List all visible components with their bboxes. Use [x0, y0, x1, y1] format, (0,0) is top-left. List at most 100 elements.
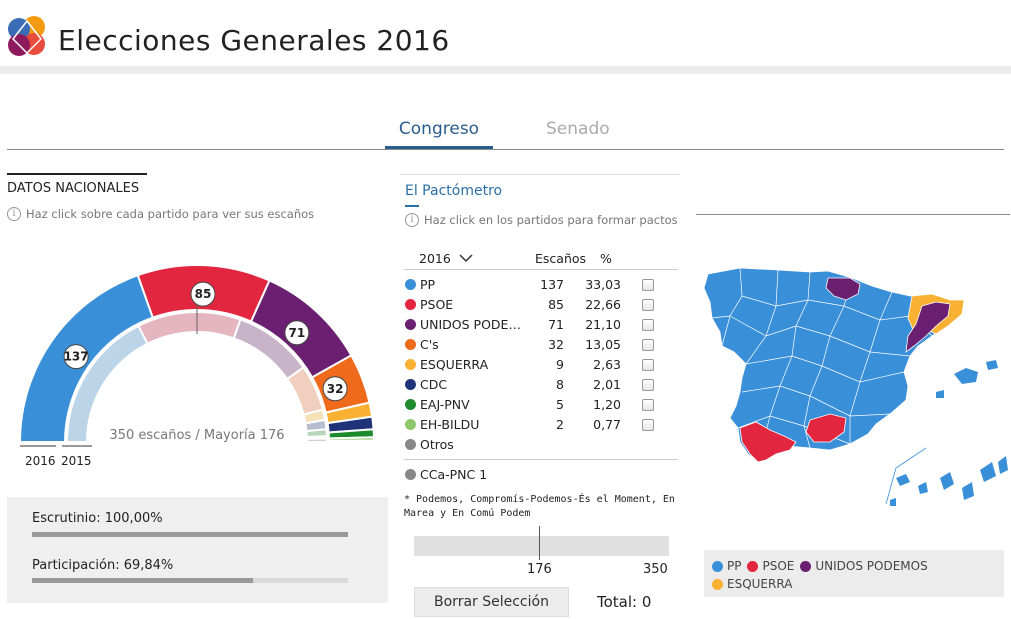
party-row[interactable]: UNIDOS PODEM… 71 21,10: [404, 315, 678, 335]
spain-results-map[interactable]: [700, 256, 1010, 521]
legend-label: ESQUERRA: [727, 577, 793, 591]
legend-item: ESQUERRA: [712, 577, 792, 591]
party-checkbox[interactable]: [642, 379, 654, 391]
tab-congreso[interactable]: Congreso: [385, 119, 493, 149]
party-row[interactable]: PP 137 33,03: [404, 275, 678, 295]
party-name: UNIDOS PODEM…: [420, 317, 526, 332]
party-percent: 2,63: [593, 357, 621, 372]
participacion-label: Participación: 69,84%: [32, 558, 174, 573]
party-seats: 32: [548, 337, 564, 352]
hemicycle-summary: 350 escaños / Mayoría 176: [109, 428, 284, 443]
party-seats: 5: [556, 397, 564, 412]
party-percent: 22,66: [585, 297, 621, 312]
header: Elecciones Generales 2016: [0, 0, 1011, 66]
canary-separator: [885, 447, 927, 505]
canary-islands: [890, 456, 1008, 506]
hemicycle-chart[interactable]: 137 85 71 32 350 escaños / Mayoría 176 2016…: [0, 250, 390, 480]
party-name: Otros: [420, 437, 454, 452]
stats-panel: Escrutinio: 100,00% Participación: 69,84…: [7, 497, 388, 603]
seat-badge: [63, 344, 89, 370]
pact-progress-bar: [414, 536, 669, 556]
party-checkbox[interactable]: [642, 319, 654, 331]
pactometro-hint-text: Haz click en los partidos para formar pa…: [424, 213, 678, 227]
participacion-fill: [32, 578, 253, 583]
party-percent: 13,05: [585, 337, 621, 352]
map-pp-region: [986, 360, 998, 370]
party-percent: 0,77: [593, 417, 621, 432]
party-color-dot: [405, 419, 416, 430]
legend-label: PP: [727, 559, 742, 573]
party-row[interactable]: PSOE 85 22,66: [404, 295, 678, 315]
party-row[interactable]: Otros: [404, 435, 678, 455]
info-icon: i: [405, 213, 419, 227]
party-row[interactable]: EAJ-PNV 5 1,20: [404, 395, 678, 415]
seat-badge-label: 85: [195, 287, 212, 301]
party-color-dot: [405, 299, 416, 310]
podemos-note: * Podemos, Compromís-Podemos-És el Momen…: [404, 494, 675, 519]
pactometro-underline: [405, 205, 419, 207]
page-title: Elecciones Generales 2016: [58, 24, 450, 57]
legend-item: UNIDOS PODEMOS: [800, 559, 928, 573]
year-select[interactable]: 2016: [419, 251, 473, 266]
seat-badge-label: 137: [64, 350, 89, 364]
party-color-dot: [405, 319, 416, 330]
escrutinio-fill: [32, 532, 348, 537]
section-divider: [400, 174, 680, 175]
pact-total: Total: 0: [597, 593, 652, 611]
map-pp-region: [954, 368, 978, 384]
legend-2015: 2015: [61, 454, 92, 468]
party-seats: 137: [540, 277, 564, 292]
escrutinio-bar: [32, 532, 348, 537]
hemicycle-2016-segment[interactable]: [327, 436, 376, 442]
party-name: ESQUERRA: [420, 357, 489, 372]
chamber-tabs: Congreso Senado: [7, 112, 1004, 150]
party-percent: 33,03: [585, 277, 621, 292]
party-checkbox[interactable]: [642, 399, 654, 411]
legend-dot: [747, 560, 759, 572]
borrar-seleccion-button[interactable]: Borrar Selección: [414, 587, 569, 617]
map-psoe-region: [739, 421, 797, 463]
legend-label: UNIDOS PODEMOS: [815, 559, 928, 573]
party-checkbox[interactable]: [642, 339, 654, 351]
party-percent: 2,01: [593, 377, 621, 392]
party-row[interactable]: CDC 8 2,01: [404, 375, 678, 395]
info-icon: i: [7, 207, 21, 221]
party-checkbox[interactable]: [642, 299, 654, 311]
party-row[interactable]: C's 32 13,05: [404, 335, 678, 355]
majority-marker: [539, 526, 540, 560]
logo-icon: [8, 16, 45, 56]
party-row[interactable]: EH-BILDU 2 0,77: [404, 415, 678, 435]
year-select-value: 2016: [419, 251, 451, 266]
slider-max-label: 350: [643, 562, 668, 577]
party-name: C's: [420, 337, 439, 352]
hemicycle-2015-segment: [305, 437, 329, 443]
col-pct: %: [600, 251, 612, 266]
province-borders: [711, 267, 933, 463]
col-escanos: Escaños: [535, 251, 587, 266]
party-color-dot: [405, 399, 416, 410]
seat-badge: [190, 281, 216, 307]
party-row[interactable]: ESQUERRA 9 2,63: [404, 355, 678, 375]
party-seats: 8: [556, 377, 564, 392]
section-divider: [696, 214, 1010, 215]
nacional-hint: i Haz click sobre cada partido para ver …: [7, 207, 314, 221]
party-seats: 71: [548, 317, 564, 332]
party-color-dot: [405, 469, 416, 480]
legend-label: PSOE: [762, 559, 795, 573]
participacion-bar: [32, 578, 348, 583]
party-checkbox[interactable]: [642, 419, 654, 431]
party-checkbox[interactable]: [642, 359, 654, 371]
tab-senado[interactable]: Senado: [546, 119, 610, 139]
legend-item: PSOE: [747, 559, 794, 573]
extra-party-row: CCa-PNC 1: [404, 465, 678, 485]
table-divider: [404, 459, 678, 460]
party-checkbox[interactable]: [642, 279, 654, 291]
party-name: EAJ-PNV: [420, 397, 470, 412]
party-color-dot: [405, 439, 416, 450]
map-pp-region: [936, 390, 944, 398]
legend-item: PP: [712, 559, 741, 573]
datos-nacionales-title: DATOS NACIONALES: [7, 181, 140, 196]
legend-dot: [712, 578, 723, 590]
party-percent: 1,20: [593, 397, 621, 412]
legend-dot: [712, 560, 723, 572]
